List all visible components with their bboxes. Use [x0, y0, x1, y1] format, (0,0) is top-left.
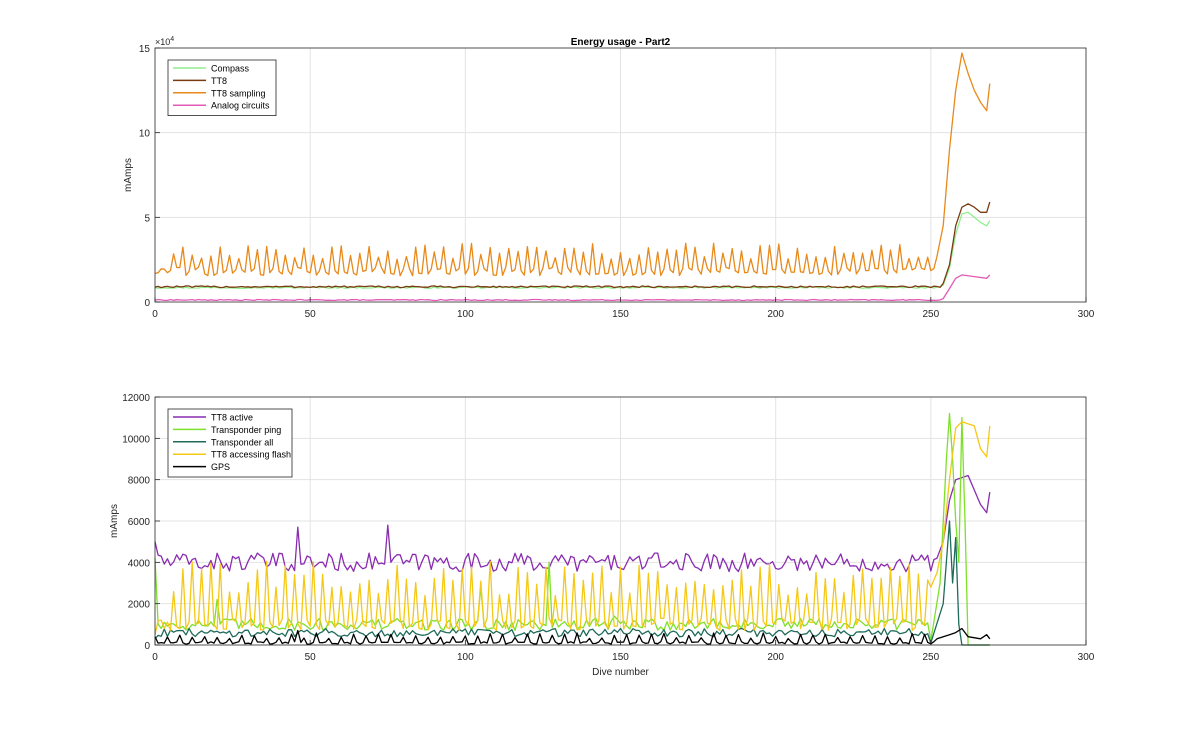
- chart-panel-2: 0 50 100 150 200 250 300 0 2000 4000 6000 8000 10000…: [109, 393, 1095, 678]
- x-tick-label: 0: [152, 309, 158, 320]
- y-tick-label: 6000: [128, 517, 151, 528]
- legend: Compass TT8 TT8 sampling Analog circuits: [167, 59, 277, 116]
- x-tick-label: 250: [922, 309, 939, 320]
- y-tick-label: 8000: [128, 476, 151, 487]
- y-axis-label: mAmps: [123, 158, 134, 192]
- x-tick-label: 100: [457, 309, 474, 320]
- x-tick-label: 300: [1078, 309, 1095, 320]
- y-tick-label: 0: [144, 298, 150, 309]
- y-tick-label: 4000: [128, 558, 151, 569]
- x-tick-label: 300: [1078, 652, 1095, 663]
- legend-label: TT8: [211, 76, 227, 86]
- y-tick-label: 15: [139, 44, 151, 55]
- y-tick-label: 0: [144, 641, 150, 652]
- legend-label: TT8 accessing flash: [211, 450, 291, 460]
- y-axis-label: mAmps: [109, 504, 120, 538]
- y-tick-label: 10000: [122, 434, 150, 445]
- series-line-analog-circuits: [154, 274, 991, 302]
- chart-title: Energy usage - Part2: [571, 37, 671, 48]
- y-tick-label: 2000: [128, 600, 151, 611]
- legend-label: TT8 active: [211, 413, 253, 423]
- legend-label: Analog circuits: [211, 101, 270, 111]
- legend-box: [167, 59, 277, 116]
- legend-label: TT8 sampling: [211, 88, 266, 98]
- x-tick-label: 50: [305, 309, 317, 320]
- x-tick-label: 50: [305, 652, 317, 663]
- y-exponent-label: ×104: [155, 36, 174, 47]
- legend-label: GPS: [211, 462, 230, 472]
- x-tick-label: 250: [922, 652, 939, 663]
- x-tick-label: 100: [457, 652, 474, 663]
- series-line-tt8-sampling: [154, 52, 991, 277]
- y-tick-label: 12000: [122, 393, 150, 404]
- legend: TT8 active Transponder ping Transponder al…: [167, 408, 293, 478]
- x-tick-label: 150: [612, 652, 629, 663]
- x-tick-label: 150: [612, 309, 629, 320]
- series-line-tt8: [154, 201, 991, 289]
- series-line-transponder-all: [154, 520, 990, 646]
- series-line-tt8-accessing-flash: [154, 421, 991, 635]
- series-line-gps: [154, 627, 991, 645]
- legend-label: Transponder ping: [211, 425, 281, 435]
- legend-label: Transponder all: [211, 437, 273, 447]
- x-tick-label: 0: [152, 652, 158, 663]
- series-line-transponder-ping: [154, 412, 990, 646]
- y-tick-label: 5: [144, 213, 150, 224]
- y-exponent-power: 4: [170, 36, 174, 43]
- legend-box: [167, 408, 293, 478]
- legend-label: Compass: [211, 64, 250, 74]
- x-tick-label: 200: [767, 652, 784, 663]
- x-axis-label: Dive number: [592, 667, 649, 678]
- series-line-tt8-active: [154, 474, 991, 573]
- y-tick-label: 10: [139, 129, 151, 140]
- x-tick-label: 200: [767, 309, 784, 320]
- chart-panel-1: 0 50 100 150 200 250 300 0 5 10 15 ×104 Energy usage…: [123, 36, 1095, 320]
